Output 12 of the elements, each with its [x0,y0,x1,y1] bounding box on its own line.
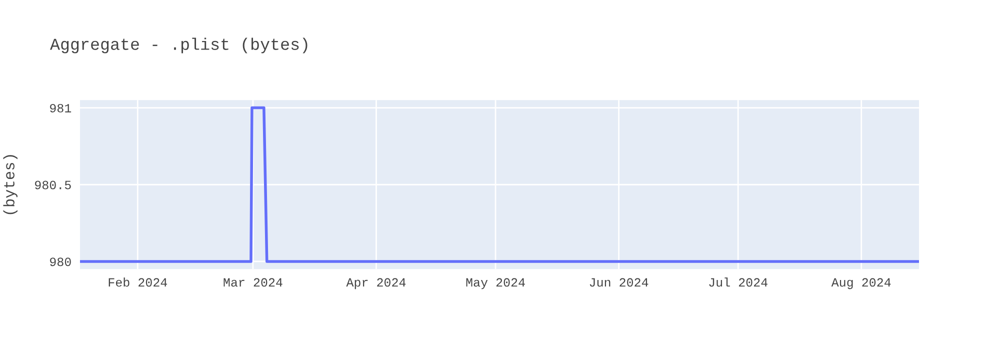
y-axis-title: (bytes) [3,155,18,214]
x-tick-label: Jun 2024 [590,278,648,287]
x-tick-label: Mar 2024 [224,278,282,287]
x-tick-label: Jul 2024 [709,277,768,287]
x-tick-label: Aug 2024 [831,278,891,290]
x-tick-label: May 2024 [466,278,525,290]
y-tick-label: 981 [50,104,72,112]
x-tick-label: Apr 2024 [346,278,406,290]
chart-title: Aggregate - .plist (bytes) [50,38,308,54]
y-tick-label: 980.5 [35,180,71,190]
x-tick-label: Feb 2024 [108,277,168,287]
y-tick-label: 980 [50,258,71,266]
